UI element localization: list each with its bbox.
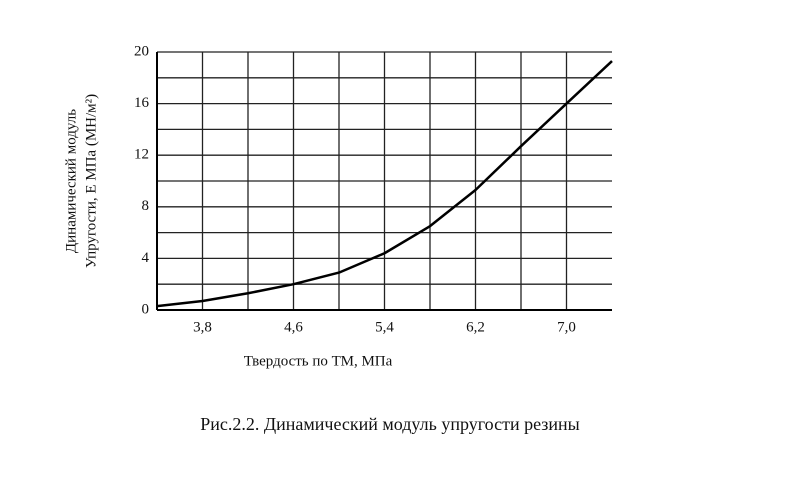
y-axis-label: Динамический модуль bbox=[63, 109, 79, 253]
y-tick-label: 20 bbox=[134, 43, 149, 59]
x-tick-label: 4,6 bbox=[284, 319, 303, 335]
x-tick-label: 5,4 bbox=[375, 319, 394, 335]
y-tick-label: 16 bbox=[134, 95, 150, 111]
x-tick-label: 6,2 bbox=[466, 319, 485, 335]
caption: Рис.2.2. Динамический модуль упругости р… bbox=[200, 414, 580, 434]
x-tick-label: 3,8 bbox=[193, 319, 212, 335]
y-axis-label: Упругости, Е МПа (МН/м²) bbox=[83, 94, 99, 268]
y-tick-label: 12 bbox=[134, 147, 149, 163]
data-line bbox=[156, 60, 613, 308]
y-tick-label: 4 bbox=[142, 250, 150, 266]
y-tick-label: 8 bbox=[142, 198, 150, 214]
x-axis-label: Твердость по ТМ, МПа bbox=[244, 353, 393, 369]
x-tick-label: 7,0 bbox=[557, 319, 576, 335]
y-tick-label: 0 bbox=[142, 301, 150, 317]
